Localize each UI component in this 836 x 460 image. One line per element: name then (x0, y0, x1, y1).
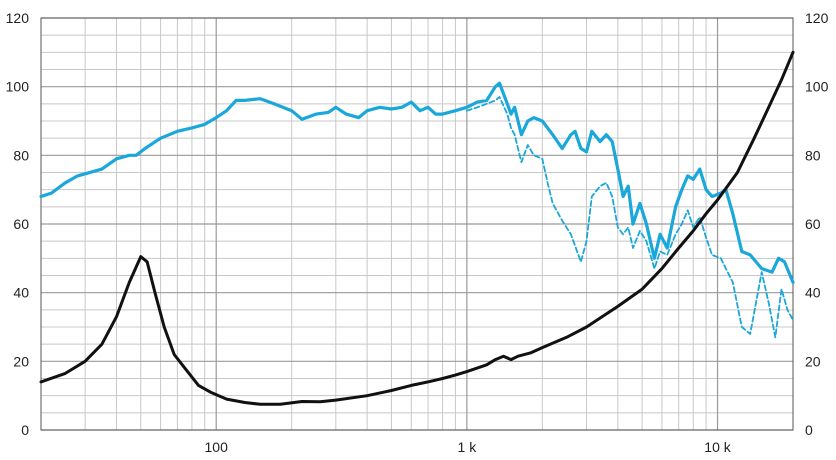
y-tick-label-left: 0 (21, 422, 29, 438)
y-tick-label-right: 120 (805, 10, 829, 26)
y-tick-label-left: 120 (6, 10, 30, 26)
y-tick-label-left: 20 (13, 353, 29, 369)
x-axis: 100 1 k 10 k (205, 439, 732, 455)
y-tick-label-right: 20 (805, 353, 821, 369)
x-tick-label: 10 k (704, 439, 731, 455)
y-tick-label-left: 60 (13, 216, 29, 232)
y-tick-label-left: 40 (13, 285, 29, 301)
y-axis-right: 0 20 40 60 80 100 120 (805, 10, 829, 438)
series-layer (39, 50, 795, 406)
y-tick-label-right: 60 (805, 216, 821, 232)
plot-frame (40, 17, 794, 431)
series-line-2-dashed (466, 96, 794, 339)
y-tick-label-left: 100 (6, 79, 30, 95)
y-axis-left: 0 20 40 60 80 100 120 (6, 10, 30, 438)
y-tick-label-right: 100 (805, 79, 829, 95)
y-tick-label-right: 40 (805, 285, 821, 301)
x-tick-label: 1 k (458, 439, 478, 455)
series-line-1 (39, 81, 795, 284)
y-tick-label-right: 80 (805, 147, 821, 163)
grid-major-lines (41, 17, 793, 431)
y-tick-label-left: 80 (13, 147, 29, 163)
x-tick-label: 100 (205, 439, 229, 455)
series-line-3 (39, 50, 795, 406)
y-tick-label-right: 0 (805, 422, 813, 438)
